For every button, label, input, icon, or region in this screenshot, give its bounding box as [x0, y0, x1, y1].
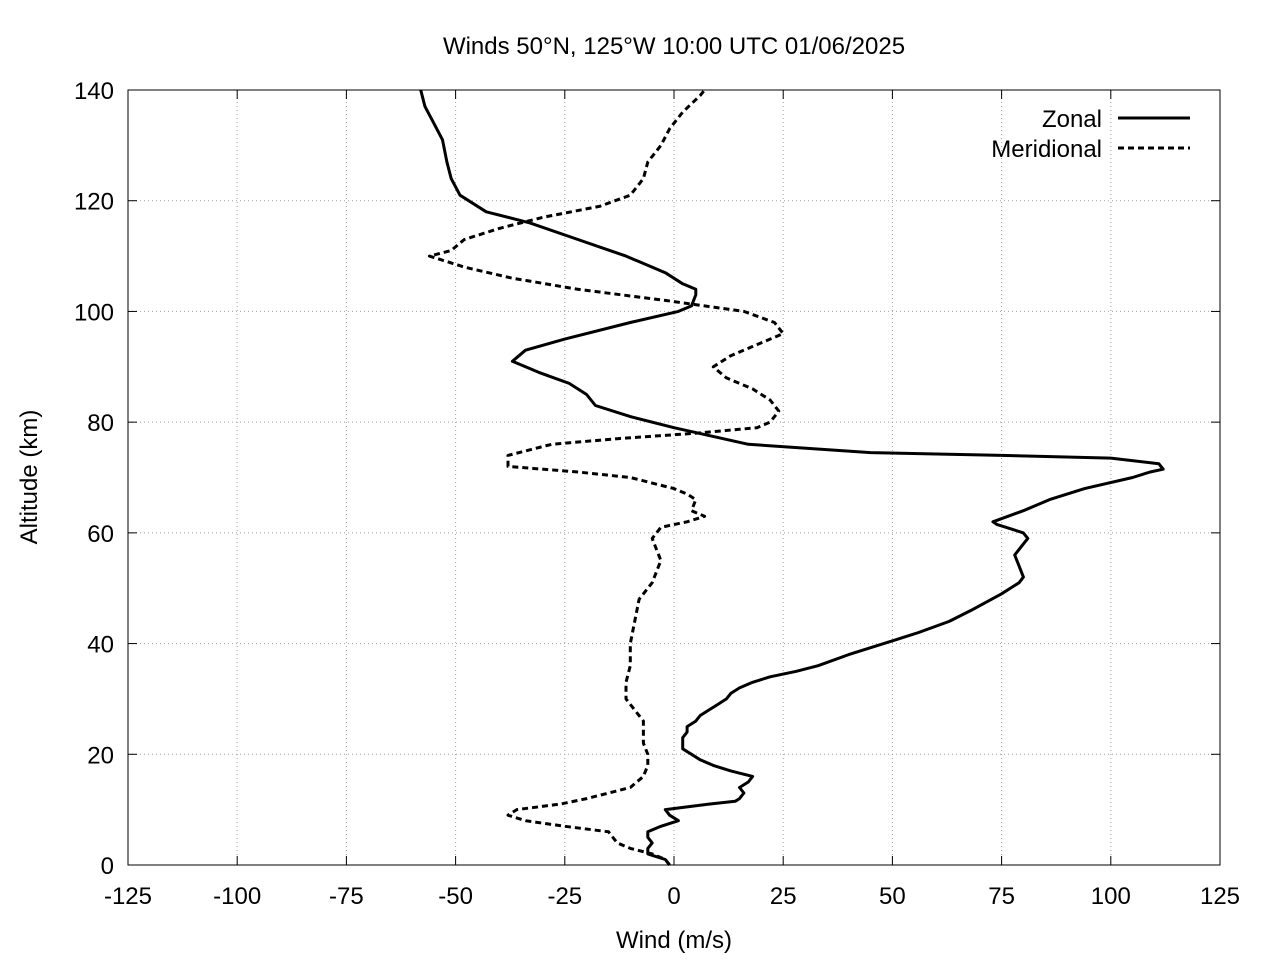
y-tick-label: 0 [101, 853, 114, 880]
x-tick-label: -25 [547, 883, 582, 910]
y-tick-label: 60 [87, 521, 114, 548]
y-tick-label: 140 [74, 78, 114, 105]
x-tick-label: -100 [213, 883, 261, 910]
series-lines [419, 89, 1165, 866]
x-tick-label: -125 [104, 883, 152, 910]
chart-title: Winds 50°N, 125°W 10:00 UTC 01/06/2025 [443, 33, 905, 60]
legend: Zonal Meridional [991, 106, 1190, 163]
x-tick-label: 100 [1091, 883, 1131, 910]
x-tick-label: -75 [329, 883, 364, 910]
series-line-meridional [427, 89, 785, 866]
x-tick-label: -50 [438, 883, 473, 910]
x-axis-label: Wind (m/s) [616, 927, 732, 954]
x-tick-label: 75 [988, 883, 1015, 910]
x-tick-label: 0 [667, 883, 680, 910]
legend-label-meridional: Meridional [991, 136, 1102, 163]
y-tick-label: 120 [74, 189, 114, 216]
axis-ticks: -125 -100 -75 -50 -25 0 25 50 75 100 125 0 20 40 60 80 1… [74, 78, 1240, 910]
grid-lines [128, 90, 1220, 865]
y-tick-label: 40 [87, 632, 114, 659]
legend-label-zonal: Zonal [1042, 106, 1102, 133]
x-tick-label: 125 [1200, 883, 1240, 910]
series-line-zonal [419, 89, 1165, 866]
x-tick-label: 25 [770, 883, 797, 910]
y-axis-label: Altitude (km) [16, 410, 43, 545]
y-tick-label: 20 [87, 742, 114, 769]
y-tick-label: 80 [87, 410, 114, 437]
x-tick-label: 50 [879, 883, 906, 910]
y-tick-label: 100 [74, 299, 114, 326]
